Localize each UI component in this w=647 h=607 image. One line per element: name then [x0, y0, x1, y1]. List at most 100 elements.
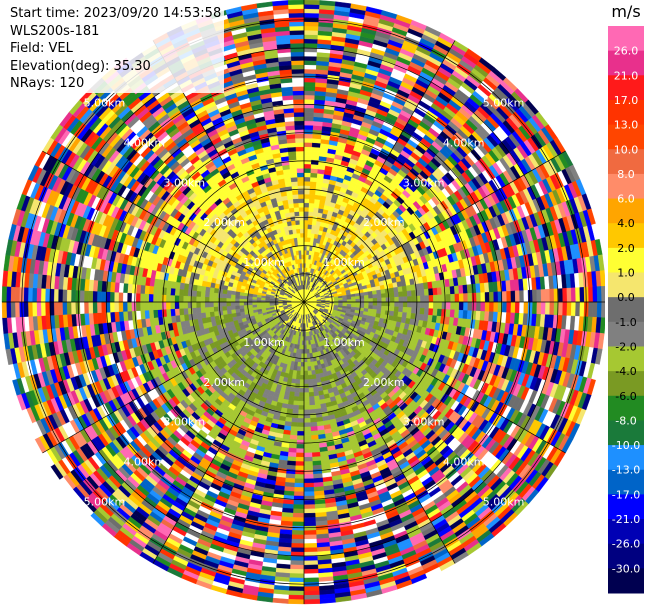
radar-gate: [441, 301, 447, 310]
radar-gate: [423, 308, 430, 316]
radar-gate: [303, 34, 319, 40]
radar-gate: [296, 439, 305, 445]
radar-gate: [346, 301, 352, 305]
radar-gate: [303, 129, 314, 135]
radar-gate: [292, 504, 305, 510]
radar-gate: [411, 307, 417, 314]
radar-gate: [303, 431, 312, 436]
radar-gate: [398, 296, 404, 303]
radar-gate: [420, 295, 426, 303]
radar-gate: [532, 301, 538, 315]
radar-gate: [393, 306, 400, 313]
radar-gate: [303, 29, 319, 36]
radar-gate: [311, 142, 321, 148]
radar-gate: [294, 478, 305, 484]
radar-gate: [293, 491, 305, 497]
radar-gate: [295, 374, 301, 380]
radar-gate: [310, 426, 318, 432]
radar-gate: [308, 387, 314, 393]
radar-gate: [307, 366, 312, 372]
radar-gate: [381, 297, 387, 303]
radar-gate: [449, 309, 456, 319]
radar-gate: [303, 107, 315, 113]
radar-gate: [291, 417, 299, 423]
radar-gate: [303, 8, 320, 14]
radar-gate: [437, 301, 443, 310]
radar-gate: [367, 290, 373, 296]
radar-gate: [303, 111, 315, 117]
radar-gate: [294, 469, 305, 475]
radar-gate: [303, 379, 309, 385]
radar-gate: [368, 301, 374, 306]
radar-gate: [303, 448, 313, 454]
radar-gate: [428, 294, 434, 303]
radar-gate: [557, 288, 564, 303]
radar-gate: [303, 456, 313, 462]
radar-gate: [510, 290, 516, 303]
radar-gate: [303, 77, 316, 83]
radar-gate: [309, 181, 317, 187]
radar-gate: [310, 168, 319, 174]
radar-gate: [471, 292, 477, 303]
radar-gate: [303, 249, 307, 255]
radar-gate: [402, 290, 408, 298]
radar-gate: [311, 456, 321, 462]
radar-gate: [308, 211, 314, 217]
radar-gate: [420, 301, 426, 309]
radar-gate: [296, 443, 305, 449]
radar-gate: [364, 298, 369, 303]
radar-gate: [303, 396, 310, 402]
radar-gate: [458, 293, 464, 303]
radar-gate: [436, 287, 443, 296]
radar-gate: [458, 301, 464, 311]
radar-gate: [297, 418, 305, 424]
radar-gate: [398, 291, 404, 298]
instrument-label: WLS200s-181: [10, 22, 225, 40]
radar-gate: [596, 286, 602, 303]
radar-gate: [303, 461, 313, 467]
radar-gate: [441, 308, 447, 318]
radar-gate: [523, 290, 529, 303]
radar-gate: [303, 426, 312, 432]
radar-gate: [463, 301, 469, 311]
radar-gate: [506, 301, 512, 314]
radar-gate: [303, 193, 310, 199]
radar-gate: [303, 405, 310, 411]
radar-gate: [295, 461, 305, 467]
radar-gate: [303, 491, 315, 497]
radar-gate: [296, 426, 305, 432]
radar-gate: [303, 25, 319, 31]
radar-gate: [380, 293, 387, 299]
radar-gate: [489, 291, 495, 303]
radar-gate: [394, 301, 400, 308]
radar-gate: [489, 301, 495, 313]
radar-gate: [307, 232, 312, 238]
radar-gate: [388, 287, 395, 294]
radar-gate: [419, 289, 425, 297]
radar-gate: [311, 378, 318, 384]
radar-gate: [372, 294, 378, 299]
radar-gate: [579, 287, 585, 303]
radar-gate: [297, 409, 305, 415]
radar-gate: [385, 292, 391, 298]
radar-gate: [536, 289, 542, 303]
radar-gate: [311, 374, 317, 380]
radar-gate: [297, 422, 305, 428]
radar-gate: [484, 292, 490, 303]
radar-gate: [287, 456, 297, 462]
radar-gate: [393, 291, 400, 298]
radar-gate: [289, 564, 305, 570]
radar-gate: [579, 301, 585, 317]
radar-gate: [484, 301, 490, 312]
radar-gate: [389, 292, 395, 298]
radar-gate: [376, 293, 382, 299]
radar-gate: [303, 86, 316, 92]
radar-gate: [308, 206, 315, 213]
radar-gate: [346, 299, 352, 303]
radar-gate: [303, 577, 319, 583]
radar-gate: [303, 90, 316, 96]
radar-gate: [480, 292, 486, 303]
radar-gate: [310, 365, 316, 371]
radar-gate: [303, 538, 317, 544]
radar-gate: [295, 378, 301, 385]
